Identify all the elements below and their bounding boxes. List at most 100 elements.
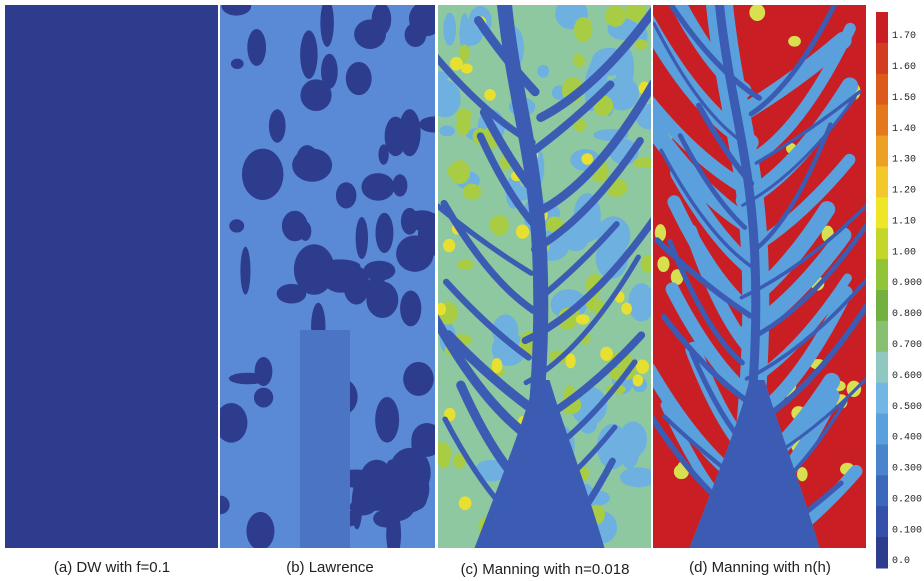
colorbar-label: 0.600 bbox=[892, 371, 922, 382]
channel bbox=[438, 202, 534, 276]
channel bbox=[735, 77, 859, 209]
channel bbox=[541, 221, 620, 298]
channel bbox=[442, 416, 542, 542]
colorbar-band bbox=[876, 351, 888, 384]
region bbox=[462, 183, 482, 201]
colorbar-band bbox=[876, 537, 888, 569]
colorbar-label: 0.200 bbox=[892, 494, 922, 505]
region bbox=[408, 5, 435, 37]
channel bbox=[521, 217, 651, 345]
channel bbox=[525, 331, 646, 431]
region bbox=[600, 346, 613, 361]
region bbox=[563, 227, 589, 252]
colorbar-label: 0.0 bbox=[892, 556, 910, 567]
region bbox=[321, 53, 338, 89]
region bbox=[438, 442, 452, 465]
channel bbox=[527, 359, 638, 468]
region bbox=[565, 353, 576, 369]
region bbox=[456, 115, 471, 136]
region bbox=[345, 61, 372, 96]
colorbar-label: 1.30 bbox=[892, 155, 916, 166]
region bbox=[788, 35, 801, 47]
region bbox=[449, 56, 463, 71]
colorbar-label: 1.60 bbox=[892, 62, 916, 73]
region bbox=[749, 5, 766, 22]
region bbox=[452, 453, 466, 469]
region bbox=[400, 207, 419, 235]
channel bbox=[476, 132, 541, 232]
channel bbox=[440, 199, 537, 314]
colorbar-label: 0.700 bbox=[892, 340, 922, 351]
channel bbox=[684, 224, 763, 362]
channel bbox=[745, 273, 852, 387]
caption: (c) Manning with n=0.018 bbox=[461, 561, 630, 578]
region bbox=[268, 109, 286, 143]
region bbox=[300, 330, 350, 548]
region bbox=[442, 238, 456, 253]
region bbox=[403, 361, 434, 396]
region bbox=[581, 153, 594, 165]
region bbox=[670, 269, 684, 286]
panel-b bbox=[220, 5, 435, 548]
basin bbox=[474, 380, 605, 548]
channel bbox=[659, 148, 760, 273]
region bbox=[241, 148, 284, 200]
region bbox=[355, 216, 369, 260]
region bbox=[281, 210, 308, 242]
colorbar-band bbox=[876, 259, 888, 291]
region bbox=[636, 359, 649, 374]
region bbox=[447, 162, 465, 180]
channel bbox=[696, 102, 755, 187]
channel bbox=[654, 237, 754, 319]
colorbar-band bbox=[876, 444, 888, 476]
channel bbox=[536, 6, 651, 122]
panel-bg bbox=[5, 5, 218, 548]
region bbox=[573, 119, 587, 132]
channel bbox=[537, 79, 651, 215]
region bbox=[411, 423, 435, 457]
region bbox=[457, 259, 474, 270]
colorbar-band bbox=[876, 135, 888, 167]
channel bbox=[732, 31, 852, 123]
region bbox=[398, 109, 421, 157]
region bbox=[246, 511, 275, 548]
channel bbox=[547, 457, 616, 548]
colorbar-label: 1.20 bbox=[892, 186, 916, 197]
channel bbox=[739, 203, 866, 300]
region bbox=[417, 213, 435, 256]
channel bbox=[653, 96, 750, 194]
channel bbox=[661, 414, 751, 489]
caption: (a) DW with f=0.1 bbox=[54, 559, 170, 576]
region bbox=[657, 256, 670, 272]
channel bbox=[753, 222, 866, 339]
colorbar-label: 0.100 bbox=[892, 525, 922, 536]
region bbox=[439, 125, 455, 137]
region bbox=[474, 459, 508, 482]
region bbox=[229, 219, 245, 233]
channel bbox=[748, 22, 856, 164]
channel bbox=[438, 314, 549, 451]
region bbox=[489, 214, 509, 236]
region bbox=[537, 64, 550, 78]
channel bbox=[443, 278, 532, 361]
region bbox=[461, 63, 473, 74]
panel-c bbox=[438, 5, 651, 548]
region bbox=[300, 30, 318, 79]
channel bbox=[438, 53, 536, 146]
region bbox=[604, 5, 626, 27]
colorbar-band bbox=[876, 413, 888, 445]
channel bbox=[653, 414, 762, 533]
colorbar-band bbox=[876, 290, 888, 322]
region bbox=[575, 314, 590, 325]
colorbar-label: 0.500 bbox=[892, 402, 922, 413]
region bbox=[276, 283, 307, 304]
region bbox=[443, 12, 457, 46]
region bbox=[371, 5, 392, 36]
colorbar-band bbox=[876, 73, 888, 106]
colorbar-label: 0.400 bbox=[892, 433, 922, 444]
region bbox=[438, 302, 447, 316]
colorbar-band bbox=[876, 104, 888, 137]
channel bbox=[479, 108, 533, 189]
colorbar-label: 1.50 bbox=[892, 93, 916, 104]
